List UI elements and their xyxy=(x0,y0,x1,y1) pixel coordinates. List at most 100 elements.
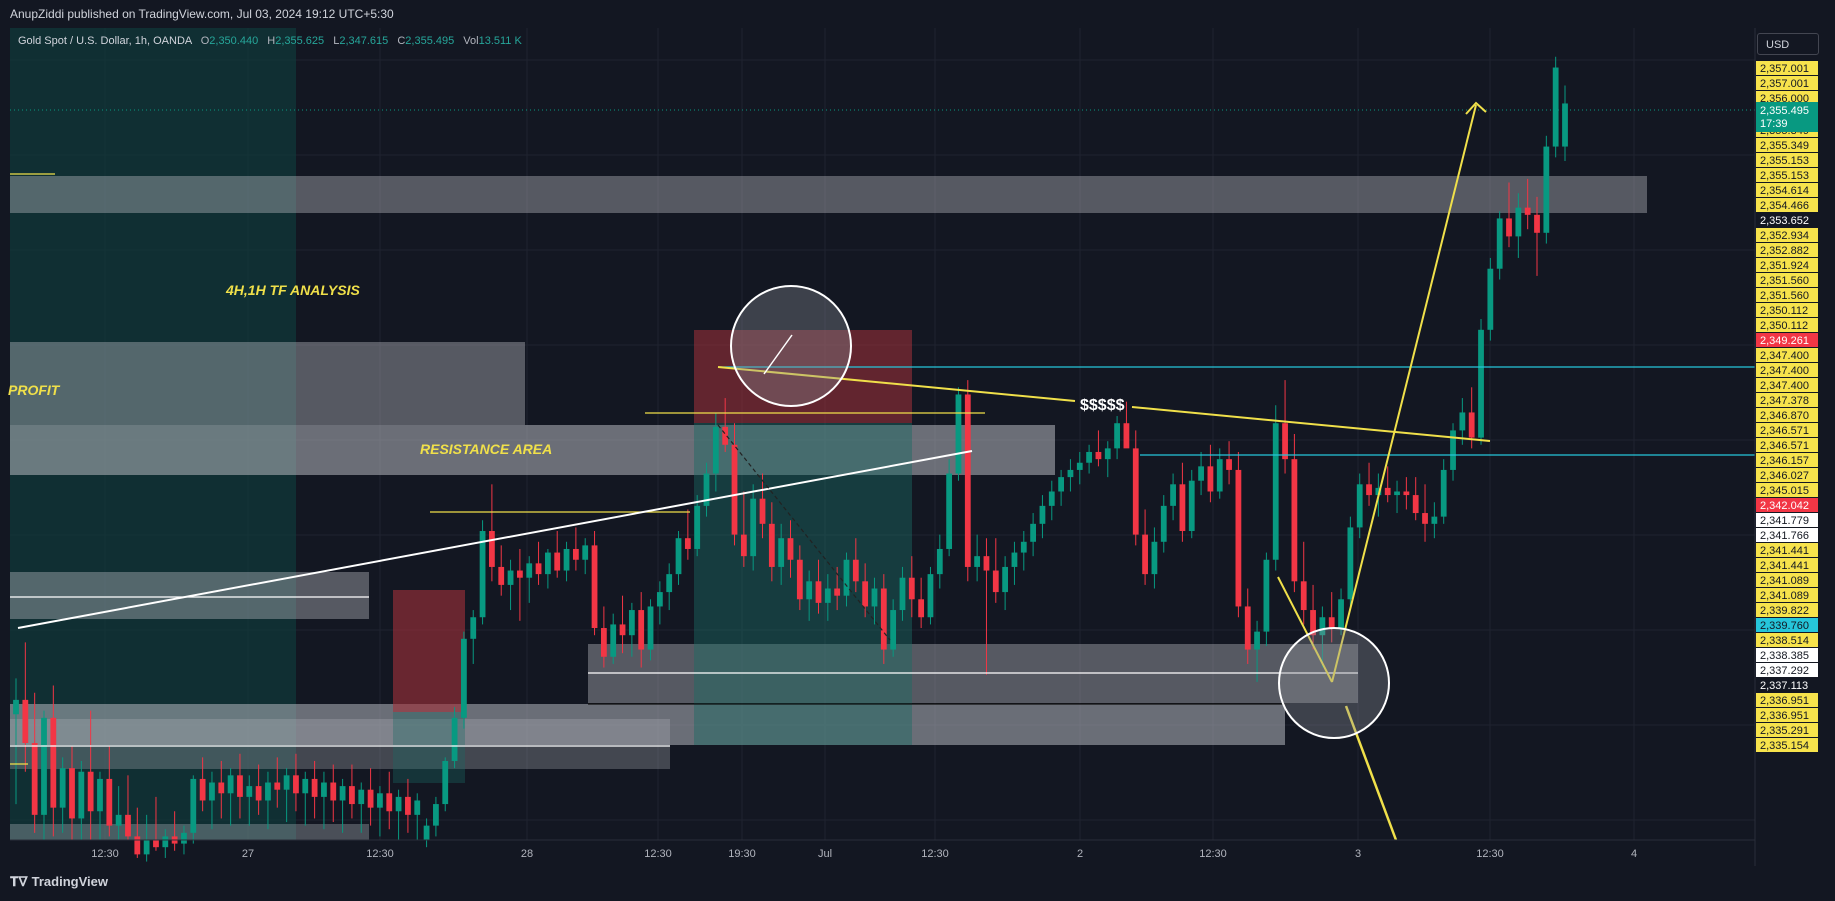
candle-body xyxy=(778,538,785,567)
price-label-30: 2,341.766 xyxy=(1756,528,1818,542)
tradingview-logo-icon: 𝐓∇ xyxy=(10,874,28,889)
candle-99 xyxy=(936,534,943,589)
candle-body xyxy=(1459,412,1466,431)
price-label-text: 2,337.292 xyxy=(1760,665,1809,677)
time-tick-3: 28 xyxy=(521,848,533,860)
candle-body xyxy=(572,548,579,560)
candle-25 xyxy=(246,775,253,826)
time-axis: 12:30 27 12:30 28 12:30 19:30 Jul 12:30 2 12:30 3 1… xyxy=(91,848,1637,860)
price-label-text: 2,341.779 xyxy=(1760,515,1809,527)
candle-162 xyxy=(1524,178,1531,230)
publish-bar: AnupZiddi published on TradingView.com, … xyxy=(0,0,1835,28)
candle-93 xyxy=(880,574,887,664)
price-label-text: 2,346.027 xyxy=(1760,470,1809,482)
price-label-21: 2,347.378 xyxy=(1756,393,1818,407)
candle-89 xyxy=(843,552,850,607)
candle-3 xyxy=(41,710,47,840)
lower-demand-zone-b xyxy=(10,719,670,769)
candle-body xyxy=(591,545,598,629)
price-label-text: 2,355.153 xyxy=(1760,170,1809,182)
price-label-text: 2,347.378 xyxy=(1760,395,1809,407)
candle-38 xyxy=(367,768,374,826)
candle-52 xyxy=(498,545,505,596)
candle-78 xyxy=(740,491,747,567)
price-label-15: 2,350.112 xyxy=(1756,303,1818,317)
candle-27 xyxy=(265,771,271,830)
candle-144 xyxy=(1356,473,1363,539)
candle-39 xyxy=(377,786,383,837)
price-label-14: 2,351.560 xyxy=(1756,288,1818,302)
publish-info: AnupZiddi published on TradingView.com, … xyxy=(10,7,394,21)
candle-body xyxy=(1328,617,1335,629)
candle-body xyxy=(321,782,327,797)
price-label-text: 2,350.112 xyxy=(1760,320,1808,332)
candle-131 xyxy=(1235,451,1242,618)
candle-body xyxy=(638,610,645,650)
candle-41 xyxy=(395,789,402,840)
candle-112 xyxy=(1058,469,1065,506)
candle-body xyxy=(1132,448,1139,535)
candle-body xyxy=(489,531,495,567)
candle-body xyxy=(1356,484,1363,528)
yellow-down-line xyxy=(1344,705,1398,841)
price-label-text: 2,347.400 xyxy=(1760,365,1809,377)
candle-body xyxy=(423,825,430,840)
candle-body xyxy=(386,793,393,812)
candle-154 xyxy=(1450,423,1456,481)
candle-body xyxy=(712,426,719,474)
candle-body xyxy=(722,426,729,445)
candle-body xyxy=(302,778,309,794)
candle-body xyxy=(405,796,411,815)
candle-body xyxy=(936,548,943,575)
tradingview-brand[interactable]: 𝐓∇ TradingView xyxy=(10,874,108,890)
price-label-text: 2,335.291 xyxy=(1760,725,1809,737)
yellow-drop-line xyxy=(1277,576,1333,683)
currency-selector[interactable]: USD xyxy=(1757,33,1819,55)
symbol-legend: Gold Spot / U.S. Dollar, 1h, OANDA O2,35… xyxy=(18,35,522,47)
candle-body xyxy=(1450,430,1456,470)
candle-body xyxy=(1170,484,1176,506)
candle-62 xyxy=(591,531,598,636)
candle-152 xyxy=(1431,502,1438,539)
candle-147 xyxy=(1384,466,1391,503)
candle-body xyxy=(908,577,915,600)
candle-72 xyxy=(684,509,691,560)
zones xyxy=(10,176,1647,840)
price-label-6: 2,355.153 xyxy=(1756,168,1818,182)
volume-value: 13.511 K xyxy=(478,35,522,47)
candle-body xyxy=(554,552,561,571)
open-value: 2,350.440 xyxy=(209,35,259,47)
candle-body xyxy=(265,782,271,801)
candle-body xyxy=(1487,268,1494,330)
candle-body xyxy=(694,505,701,549)
candle-49 xyxy=(470,610,477,664)
candle-156 xyxy=(1468,387,1475,449)
price-axis[interactable]: 2,357.0012,357.0012,356.0002,355.3492,35… xyxy=(1756,61,1818,752)
candle-117 xyxy=(1104,441,1111,478)
dashed-projection xyxy=(717,424,891,641)
candle-body xyxy=(1412,495,1419,514)
candle-61 xyxy=(582,538,589,575)
candle-body xyxy=(1254,631,1260,650)
price-label-17: 2,349.261 xyxy=(1756,333,1818,347)
candle-46 xyxy=(442,757,449,812)
time-tick-8: 2 xyxy=(1077,848,1083,860)
candle-body xyxy=(1123,423,1130,449)
candle-body xyxy=(1095,451,1102,460)
candle-body xyxy=(1048,491,1055,506)
candle-5 xyxy=(59,757,66,833)
price-label-9: 2,353.652 xyxy=(1756,213,1818,227)
price-label-0: 2,357.001 xyxy=(1756,61,1818,75)
drawings xyxy=(10,101,1755,841)
candle-body xyxy=(992,570,999,593)
price-label-37: 2,338.514 xyxy=(1756,633,1818,647)
candle-body xyxy=(274,782,281,790)
candle-164 xyxy=(1543,135,1550,244)
candle-145 xyxy=(1366,462,1372,506)
candle-body xyxy=(955,394,962,474)
candle-141 xyxy=(1328,592,1335,643)
candle-122 xyxy=(1151,527,1158,589)
candle-body xyxy=(255,786,262,801)
candle-body xyxy=(1468,412,1475,438)
